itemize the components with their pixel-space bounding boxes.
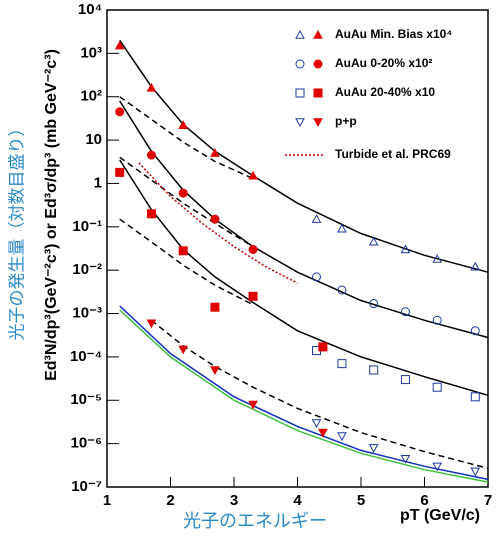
marker <box>248 170 258 180</box>
plot-frame <box>106 9 489 488</box>
marker <box>114 40 125 50</box>
legend-symbol <box>295 88 305 98</box>
fit-curve <box>119 156 254 248</box>
marker <box>146 209 156 219</box>
fit-curve <box>119 159 489 397</box>
marker <box>248 291 258 301</box>
marker <box>311 214 322 223</box>
marker <box>210 148 220 157</box>
marker <box>146 319 157 329</box>
y-tick-label: 10³ <box>80 44 102 61</box>
y-tick-label: 10⁻⁴ <box>70 348 102 365</box>
marker <box>432 254 443 263</box>
legend-label: p+p <box>335 114 357 128</box>
y-tick-label: 10⁻¹ <box>72 218 102 235</box>
marker <box>470 261 481 271</box>
x-tick-label: 2 <box>166 492 174 509</box>
legend-symbol <box>313 118 323 128</box>
marker <box>470 326 480 336</box>
legend-symbol <box>313 59 323 69</box>
y-tick-label: 10⁴ <box>78 1 102 18</box>
marker <box>470 467 481 477</box>
marker <box>178 188 188 198</box>
x-tick-label: 3 <box>230 492 238 509</box>
marker <box>115 107 125 117</box>
y-annotation: 光子の発生量（対数目盛り） <box>7 120 26 341</box>
marker <box>400 375 410 385</box>
marker <box>432 382 442 392</box>
marker <box>337 223 347 233</box>
y-tick-label: 10² <box>80 88 102 105</box>
marker <box>368 444 379 453</box>
marker <box>115 167 125 177</box>
marker <box>210 214 220 224</box>
marker <box>210 302 220 312</box>
fit-curve <box>119 96 254 180</box>
y-axis-label: Ed³N/dp³(GeV⁻²c³) or Ed³σ/dp³ (mb GeV⁻²c… <box>43 49 60 381</box>
marker <box>248 400 258 410</box>
marker <box>178 246 188 256</box>
legend-label: AuAu 20-40% x10 <box>335 85 435 99</box>
marker <box>178 345 189 355</box>
x-tick-label: 6 <box>420 492 428 509</box>
marker <box>432 462 443 472</box>
x-axis-label: pT (GeV/c) <box>400 507 480 524</box>
marker <box>178 120 189 129</box>
marker <box>248 244 258 254</box>
marker <box>210 366 220 375</box>
fit-curve <box>119 100 489 339</box>
x-tick-label: 7 <box>484 492 492 509</box>
legend-symbol <box>295 118 305 128</box>
y-tick-label: 10 <box>85 131 102 148</box>
fit-curve <box>119 218 254 306</box>
x-annotation: 光子のエネルギー <box>183 511 327 531</box>
marker <box>318 428 328 438</box>
marker <box>368 236 379 246</box>
fit-curve <box>150 319 489 470</box>
marker <box>470 392 480 402</box>
marker <box>311 419 322 428</box>
marker <box>146 150 156 160</box>
legend-label: AuAu Min. Bias x10⁴ <box>335 27 452 41</box>
legend-symbol <box>295 29 305 39</box>
marker <box>400 454 411 464</box>
legend-label: AuAu 0-20% x10² <box>335 56 432 70</box>
marker <box>369 299 379 309</box>
y-tick-label: 10⁻⁷ <box>71 478 102 495</box>
x-tick-label: 5 <box>357 492 365 509</box>
legend-symbol <box>313 88 323 98</box>
y-tick-label: 1 <box>94 174 102 191</box>
legend-label: Turbide et al. PRC69 <box>335 147 451 161</box>
marker <box>400 307 410 317</box>
x-tick-label: 1 <box>103 492 111 509</box>
fit-curve <box>119 309 489 483</box>
marker <box>400 244 411 254</box>
marker <box>369 365 379 375</box>
x-tick-label: 4 <box>293 492 302 509</box>
marker <box>337 432 347 442</box>
fit-curve <box>119 305 489 481</box>
marker <box>432 315 442 325</box>
y-tick-label: 10⁻⁶ <box>70 435 102 452</box>
marker <box>312 272 322 282</box>
legend-symbol <box>313 29 323 39</box>
marker <box>337 359 347 369</box>
y-tick-label: 10⁻² <box>72 261 102 278</box>
y-tick-label: 10⁻⁵ <box>70 391 102 408</box>
y-tick-label: 10⁻³ <box>72 305 102 322</box>
marker <box>146 82 157 92</box>
marker <box>318 342 328 352</box>
marker <box>337 285 347 295</box>
legend-symbol <box>295 59 305 69</box>
